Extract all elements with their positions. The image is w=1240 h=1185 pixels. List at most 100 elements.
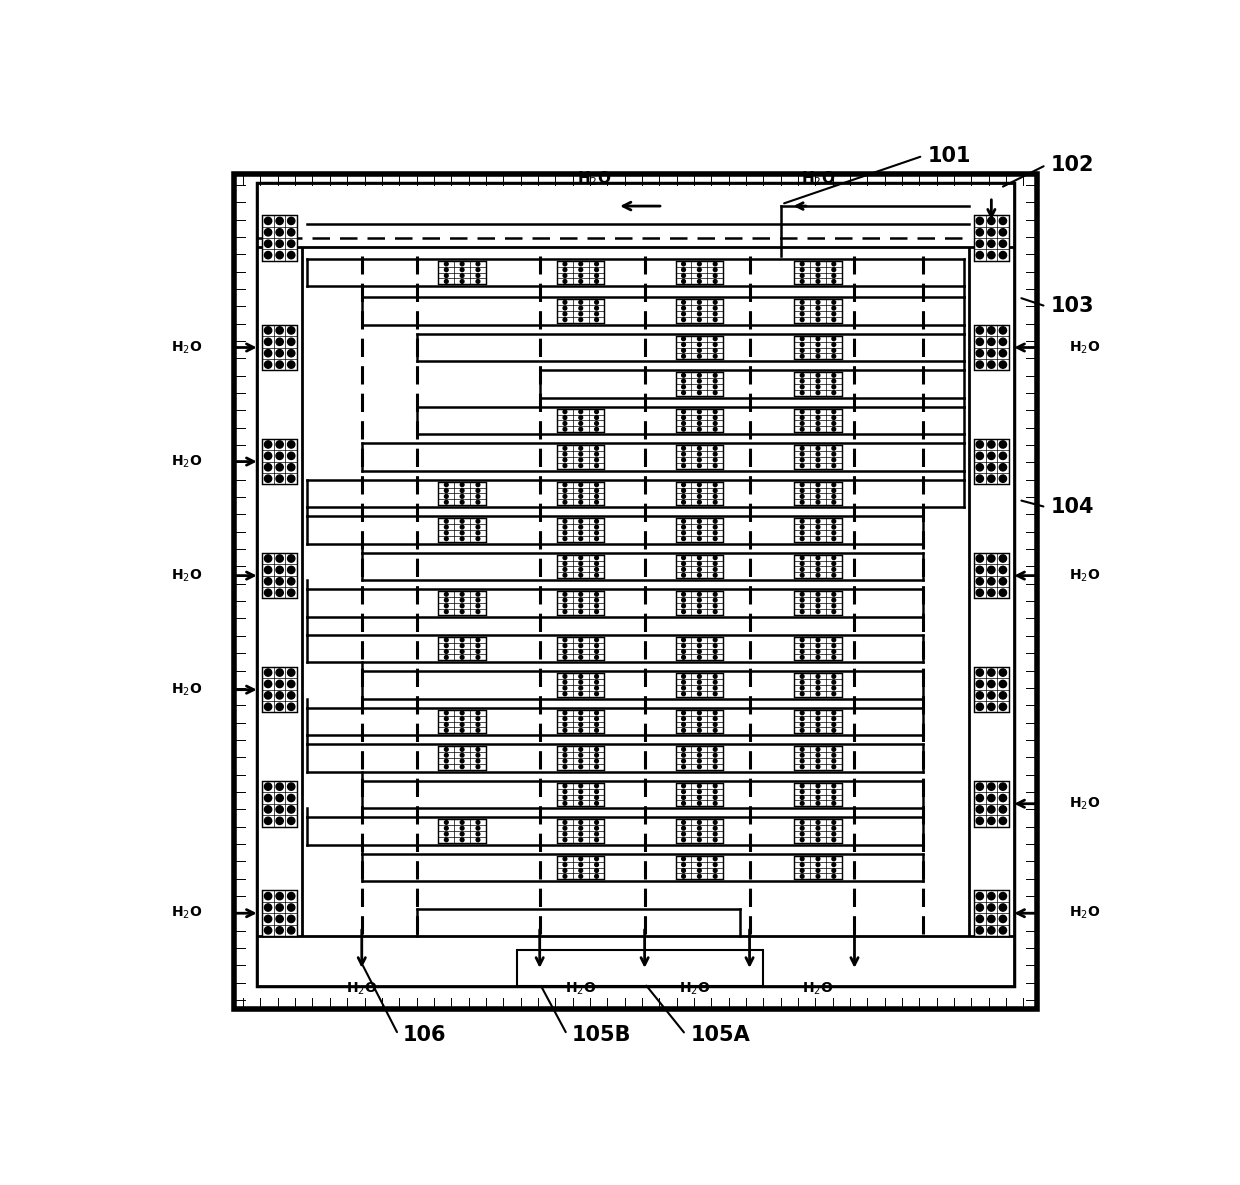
Circle shape	[816, 373, 820, 377]
Circle shape	[832, 494, 836, 498]
Circle shape	[460, 717, 464, 720]
Circle shape	[800, 280, 804, 283]
Circle shape	[713, 500, 717, 504]
Circle shape	[264, 692, 272, 699]
Circle shape	[476, 537, 480, 540]
Circle shape	[816, 592, 820, 596]
Text: 105B: 105B	[572, 1025, 631, 1044]
Circle shape	[698, 416, 702, 419]
Circle shape	[816, 790, 820, 794]
Circle shape	[579, 428, 583, 431]
Circle shape	[988, 441, 994, 448]
Circle shape	[563, 857, 567, 860]
Circle shape	[579, 801, 583, 805]
Circle shape	[713, 488, 717, 493]
Circle shape	[713, 754, 717, 757]
Bar	[676, 638, 723, 660]
Bar	[795, 747, 842, 770]
Circle shape	[595, 537, 599, 540]
Circle shape	[476, 488, 480, 493]
Circle shape	[277, 350, 283, 357]
Circle shape	[832, 354, 836, 358]
Circle shape	[460, 723, 464, 726]
Circle shape	[460, 826, 464, 829]
Circle shape	[713, 655, 717, 659]
Circle shape	[682, 604, 686, 608]
Bar	[557, 820, 604, 843]
Circle shape	[988, 217, 994, 224]
Circle shape	[988, 589, 994, 596]
Circle shape	[832, 801, 836, 805]
Circle shape	[682, 784, 686, 788]
Circle shape	[264, 566, 272, 574]
Bar	[517, 949, 764, 986]
Circle shape	[698, 354, 702, 358]
Circle shape	[816, 674, 820, 678]
Text: H$_2$O: H$_2$O	[578, 169, 611, 188]
Circle shape	[682, 766, 686, 769]
Bar	[973, 552, 1008, 598]
Circle shape	[595, 410, 599, 414]
Circle shape	[988, 350, 994, 357]
Text: H$_2$O: H$_2$O	[1069, 568, 1100, 584]
Circle shape	[976, 555, 983, 562]
Circle shape	[682, 711, 686, 715]
Circle shape	[595, 500, 599, 504]
Circle shape	[277, 892, 283, 899]
Circle shape	[713, 459, 717, 462]
Circle shape	[682, 655, 686, 659]
Circle shape	[832, 562, 836, 565]
Circle shape	[444, 832, 448, 835]
Circle shape	[476, 838, 480, 841]
Circle shape	[816, 385, 820, 389]
Circle shape	[698, 391, 702, 395]
Circle shape	[816, 337, 820, 340]
Circle shape	[832, 723, 836, 726]
Circle shape	[595, 268, 599, 271]
Circle shape	[800, 312, 804, 315]
Circle shape	[682, 692, 686, 696]
Circle shape	[816, 531, 820, 534]
Circle shape	[698, 598, 702, 602]
Circle shape	[682, 717, 686, 720]
Circle shape	[800, 274, 804, 277]
Text: H$_2$O: H$_2$O	[1069, 339, 1100, 356]
Circle shape	[976, 327, 983, 334]
Circle shape	[563, 604, 567, 608]
Circle shape	[988, 668, 994, 677]
Bar	[795, 673, 842, 697]
Circle shape	[277, 566, 283, 574]
Circle shape	[713, 354, 717, 358]
Circle shape	[444, 262, 448, 265]
Circle shape	[832, 268, 836, 271]
Circle shape	[713, 760, 717, 763]
Circle shape	[563, 592, 567, 596]
Circle shape	[698, 604, 702, 608]
Text: H$_2$O: H$_2$O	[1069, 905, 1100, 922]
Circle shape	[698, 784, 702, 788]
Circle shape	[595, 428, 599, 431]
Circle shape	[595, 301, 599, 305]
Circle shape	[800, 428, 804, 431]
Circle shape	[264, 589, 272, 596]
Circle shape	[579, 312, 583, 315]
Text: 105A: 105A	[691, 1025, 750, 1044]
Circle shape	[800, 354, 804, 358]
Circle shape	[800, 391, 804, 395]
Circle shape	[682, 463, 686, 468]
Circle shape	[800, 488, 804, 493]
Circle shape	[682, 422, 686, 425]
Circle shape	[460, 537, 464, 540]
Circle shape	[460, 592, 464, 596]
Circle shape	[288, 251, 295, 258]
Circle shape	[698, 869, 702, 872]
Circle shape	[444, 760, 448, 763]
Circle shape	[563, 459, 567, 462]
Circle shape	[832, 680, 836, 684]
Circle shape	[800, 422, 804, 425]
Circle shape	[816, 717, 820, 720]
Circle shape	[563, 574, 567, 577]
Circle shape	[698, 692, 702, 696]
Circle shape	[800, 723, 804, 726]
Circle shape	[563, 598, 567, 602]
